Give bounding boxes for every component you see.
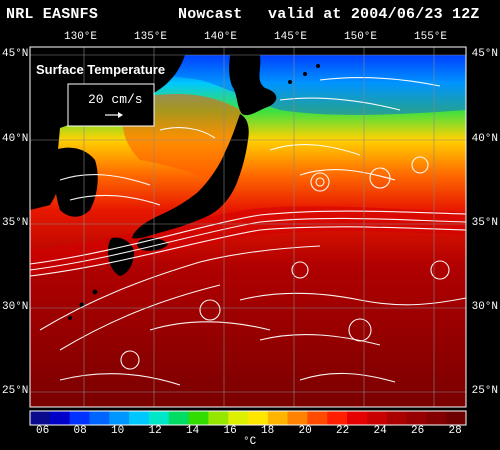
colorbar-cell xyxy=(327,411,348,425)
colorbar-tick: 24 xyxy=(373,425,387,437)
latitude-label: 35°N xyxy=(2,217,29,229)
latitude-label: 45°N xyxy=(2,48,29,60)
latitude-label: 40°N xyxy=(2,133,29,145)
current-vectors xyxy=(29,77,467,386)
colorbar-cell xyxy=(148,411,170,425)
colorbar-tick: 08 xyxy=(73,425,87,437)
latitude-label: 25°N xyxy=(471,385,498,397)
colorbar-tick: 10 xyxy=(111,425,125,437)
colorbar-cell xyxy=(267,411,288,425)
colorbar-tick: 12 xyxy=(148,425,162,437)
colorbar-cell xyxy=(188,411,209,425)
colorbar-cell xyxy=(69,411,90,425)
colorbar-tick: 06 xyxy=(36,425,50,437)
colorbar-cell xyxy=(287,411,308,425)
colorbar-cell xyxy=(228,411,249,425)
colorbar-cell xyxy=(168,411,189,425)
valid-time: valid at 2004/06/23 12Z xyxy=(268,6,480,23)
colorbar-cell xyxy=(89,411,110,425)
colorbar-tick: 22 xyxy=(336,425,350,437)
colorbar-cell xyxy=(30,411,51,425)
latitude-label: 30°N xyxy=(2,301,29,313)
colorbar-tick: 16 xyxy=(223,425,237,437)
map-frame xyxy=(29,46,467,408)
korea-peninsula xyxy=(53,147,98,217)
longitude-label: 155°E xyxy=(414,31,448,43)
island xyxy=(288,80,292,84)
kuroshio-band xyxy=(30,206,466,275)
longitude-label: 130°E xyxy=(64,31,98,43)
longitude-label: 140°E xyxy=(204,31,238,43)
colorbar-cell xyxy=(49,411,70,425)
colorbar-cell xyxy=(109,411,130,425)
colorbar-cell xyxy=(248,411,269,425)
colorbar-cell xyxy=(386,411,407,425)
colorbar-cell xyxy=(208,411,229,425)
colorbar-frame xyxy=(29,410,467,426)
reference-arrowhead xyxy=(118,112,123,118)
colorbar-cell xyxy=(347,411,368,425)
colorbar xyxy=(30,411,467,425)
latitude-label: 40°N xyxy=(471,133,498,145)
product-type: Nowcast xyxy=(178,6,243,23)
latitude-label: 25°N xyxy=(2,385,29,397)
honshu xyxy=(132,114,249,239)
island xyxy=(316,64,320,68)
island xyxy=(303,72,307,76)
colorbar-cell xyxy=(366,411,388,425)
longitude-label: 145°E xyxy=(274,31,308,43)
model-name: NRL EASNFS xyxy=(6,6,99,23)
colorbar-cell xyxy=(307,411,328,425)
reference-vector-box xyxy=(67,83,155,127)
latitude-label: 30°N xyxy=(471,301,498,313)
kyushu xyxy=(108,237,134,276)
colorbar-cell xyxy=(426,411,447,425)
island xyxy=(92,289,98,295)
colorbar-cell xyxy=(406,411,427,425)
longitude-label: 135°E xyxy=(134,31,168,43)
island xyxy=(68,316,72,320)
colorbar-unit: °C xyxy=(243,436,257,448)
colorbar-tick: 18 xyxy=(261,425,275,437)
colorbar-tick: 14 xyxy=(186,425,200,437)
colorbar-cell xyxy=(129,411,150,425)
colorbar-tick: 20 xyxy=(298,425,312,437)
field-title: Surface Temperature xyxy=(36,62,166,77)
colorbar-tick: 28 xyxy=(448,425,462,437)
latitude-label: 35°N xyxy=(471,217,498,229)
latitude-label: 45°N xyxy=(471,48,498,60)
colorbar-cell xyxy=(446,411,467,425)
colorbar-tick: 26 xyxy=(411,425,425,437)
longitude-label: 150°E xyxy=(344,31,378,43)
hokkaido xyxy=(229,55,277,116)
vector-reference-label: 20 cm/s xyxy=(88,92,143,107)
